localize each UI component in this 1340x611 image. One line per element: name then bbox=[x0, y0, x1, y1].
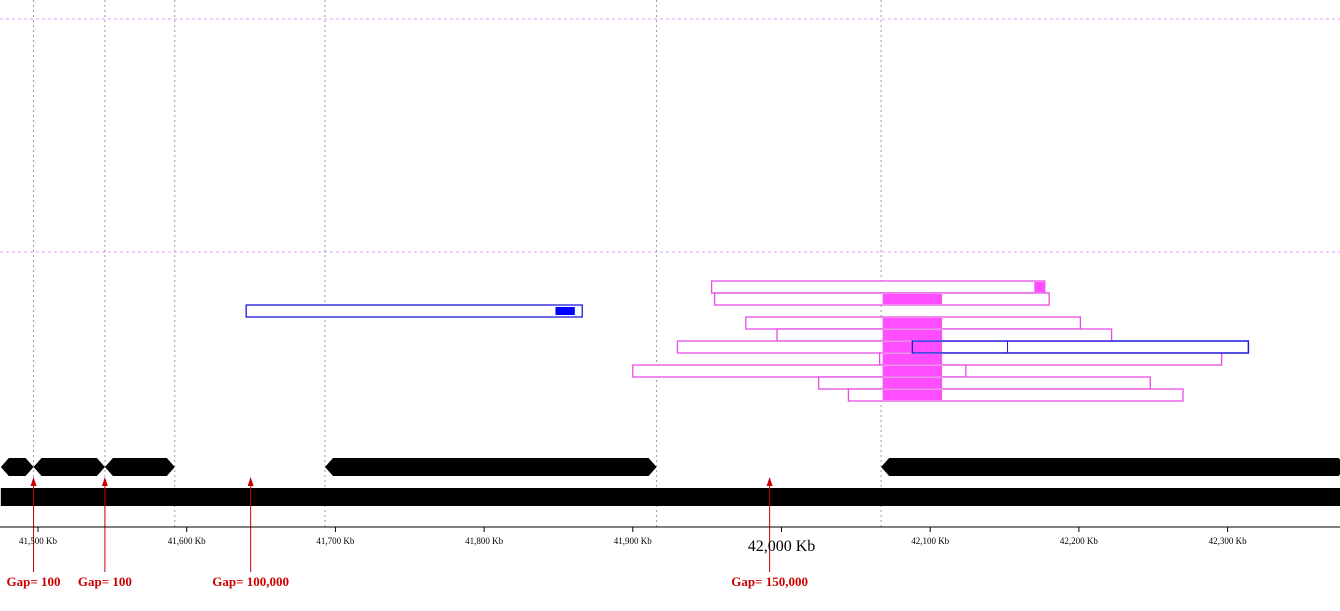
gap-label-1: Gap= 100 bbox=[78, 574, 132, 589]
position-axis: 41,500 Kb 41,600 Kb 41,700 Kb 41,800 Kb 41,9… bbox=[0, 526, 1340, 555]
magenta-alignment-1 bbox=[713, 292, 1050, 306]
blue-alignment-0 bbox=[245, 304, 583, 318]
blue-alignment-1 bbox=[911, 340, 1250, 354]
magenta-alignment-track bbox=[632, 280, 1250, 402]
contig-track bbox=[0, 458, 1340, 476]
magenta-alignment-fill-8 bbox=[882, 390, 943, 400]
contig-3 bbox=[324, 458, 657, 476]
contig-2 bbox=[104, 458, 175, 476]
magenta-alignment-fill-1 bbox=[882, 294, 943, 304]
gap-arrow-3 bbox=[766, 477, 773, 486]
magenta-alignment-fill-2 bbox=[882, 318, 943, 328]
gap-label-2: Gap= 100,000 bbox=[212, 574, 289, 589]
magenta-alignment-0 bbox=[710, 280, 1046, 294]
gap-label-0: Gap= 100 bbox=[7, 574, 61, 589]
magenta-alignment-7 bbox=[818, 376, 1151, 390]
magenta-alignment-fill-0 bbox=[1034, 282, 1045, 292]
axis-tick-label-6: 42,100 Kb bbox=[911, 536, 949, 546]
contig-1 bbox=[33, 458, 105, 476]
axis-tick-label-3: 41,800 Kb bbox=[465, 536, 503, 546]
axis-tick-label-1: 41,600 Kb bbox=[168, 536, 206, 546]
contig-4 bbox=[881, 458, 1340, 476]
magenta-alignment-4 bbox=[676, 340, 914, 354]
gap-arrow-2 bbox=[247, 477, 254, 486]
magenta-alignment-fill-6 bbox=[882, 366, 943, 376]
gap-arrow-0 bbox=[30, 477, 37, 486]
axis-tick-label-4: 41,900 Kb bbox=[614, 536, 652, 546]
magenta-alignment-fill-7 bbox=[882, 378, 943, 388]
blue-alignment-outline-top bbox=[911, 340, 1250, 354]
magenta-alignment-6 bbox=[632, 364, 967, 378]
axis-tick-label-2: 41,700 Kb bbox=[316, 536, 354, 546]
contig-0 bbox=[0, 458, 34, 476]
contig-boundary-guides bbox=[33, 0, 882, 527]
blue-alignment-track bbox=[245, 304, 1250, 354]
magenta-alignment-fill-3 bbox=[882, 330, 943, 340]
scaffold-bar bbox=[0, 488, 1340, 506]
magenta-alignment-3 bbox=[776, 328, 1113, 342]
axis-tick-label-0: 41,500 Kb bbox=[19, 536, 57, 546]
gap-label-3: Gap= 150,000 bbox=[731, 574, 808, 589]
axis-tick-label-5: 42,000 Kb bbox=[748, 538, 816, 555]
gap-arrow-1 bbox=[101, 477, 108, 486]
scaffold-track bbox=[0, 488, 1340, 506]
axis-tick-label-8: 42,300 Kb bbox=[1209, 536, 1247, 546]
magenta-alignment-fill-5 bbox=[882, 354, 943, 364]
axis-tick-label-7: 42,200 Kb bbox=[1060, 536, 1098, 546]
blue-alignment-fill-0 bbox=[555, 307, 575, 315]
